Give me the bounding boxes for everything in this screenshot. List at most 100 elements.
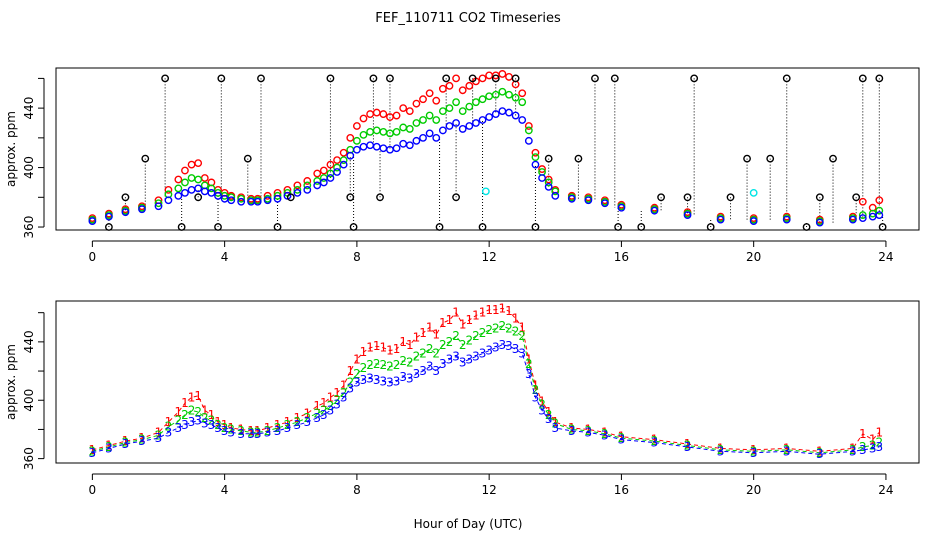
data-point-label: 2 [585,424,593,438]
data-point-label: 2 [399,354,407,368]
data-point-label: 1 [327,390,335,404]
data-point [319,166,328,175]
data-point-label: 1 [201,403,209,417]
data-point-label: 1 [446,313,454,327]
data-point-label: 3 [816,447,824,461]
data-point-label: 2 [465,333,473,347]
data-point-label: 2 [499,319,507,333]
data-point-label: 1 [227,421,235,435]
data-point-label: 3 [333,398,341,412]
data-point-label: 3 [399,370,407,384]
data-point-label: 1 [122,434,130,448]
data-point [174,191,183,200]
data-point-label: 1 [512,312,520,326]
data-point [339,148,348,157]
data-point [194,193,203,202]
data-point-label: 3 [419,364,427,378]
data-point-label: 3 [472,349,480,363]
data-point-label: 3 [465,352,473,366]
data-point-label: 3 [876,440,884,454]
data-point [121,208,130,217]
data-point-label: 3 [155,431,163,445]
data-point [743,154,751,163]
data-point [412,99,421,108]
x-tick-label: 8 [353,250,361,264]
data-point [217,74,226,83]
data-point [438,126,447,135]
data-point-label: 1 [194,389,202,403]
data-point [293,185,302,194]
data-point [445,104,454,113]
data-point-label: 2 [227,422,235,436]
data-point [465,122,474,130]
data-point [181,188,189,197]
data-point [574,154,583,163]
data-point [207,188,216,197]
data-point [491,74,500,83]
data-point-label: 2 [492,322,500,336]
data-point-label: 1 [432,328,440,342]
data-point [366,110,375,118]
data-point [452,119,460,127]
data-point-label: 2 [155,428,163,442]
y-tick-label: 440 [22,330,36,353]
data-point [174,175,183,184]
data-point [706,223,715,231]
data-point [359,142,368,151]
data-point [432,116,441,124]
data-point [452,98,460,107]
series-line [92,344,880,455]
data-point [815,193,824,202]
data-point-label: 2 [684,438,692,452]
data-point [154,202,163,211]
data-point-label: 1 [585,422,593,436]
data-point [531,148,540,157]
data-point [200,174,209,182]
data-point [683,211,692,220]
data-point-label: 3 [303,415,311,429]
data-point-label: 3 [360,373,368,387]
data-point [326,74,335,83]
data-point-label: 3 [247,427,255,441]
data-point-label: 1 [105,438,113,452]
y-tick-label: 400 [22,156,36,179]
data-point [544,182,553,191]
data-point [610,74,619,83]
data-point [518,116,527,124]
data-point [511,93,520,102]
data-point-label: 3 [380,374,388,388]
data-point-label: 1 [849,441,857,455]
data-point [366,128,375,136]
data-point-label: 3 [89,446,97,460]
data-point [690,74,699,83]
data-point-label: 3 [568,424,576,438]
chart-title: FEF_110711 CO2 Timeseries [375,11,561,26]
data-point [257,74,265,83]
data-point [432,96,441,105]
data-point [243,154,252,163]
data-point-label: 1 [247,424,255,438]
data-point-label: 1 [333,386,341,400]
data-point-label: 3 [165,425,173,439]
data-point [485,92,494,101]
data-point-label: 3 [105,441,113,455]
data-point [875,206,884,215]
data-point [227,196,236,205]
data-point [379,128,388,136]
data-point [458,86,467,95]
data-point-label: 3 [618,433,626,447]
data-point [875,196,884,205]
data-point [399,123,408,132]
data-point-label: 1 [869,433,877,447]
data-point [445,122,454,130]
data-point-label: 1 [393,342,401,356]
data-point-label: 3 [426,360,434,374]
data-point-label: 3 [492,341,500,355]
data-point [339,156,348,165]
data-point-label: 1 [284,415,292,429]
data-point [524,126,533,135]
data-point-label: 3 [651,436,659,450]
data-point-label: 1 [346,364,354,378]
